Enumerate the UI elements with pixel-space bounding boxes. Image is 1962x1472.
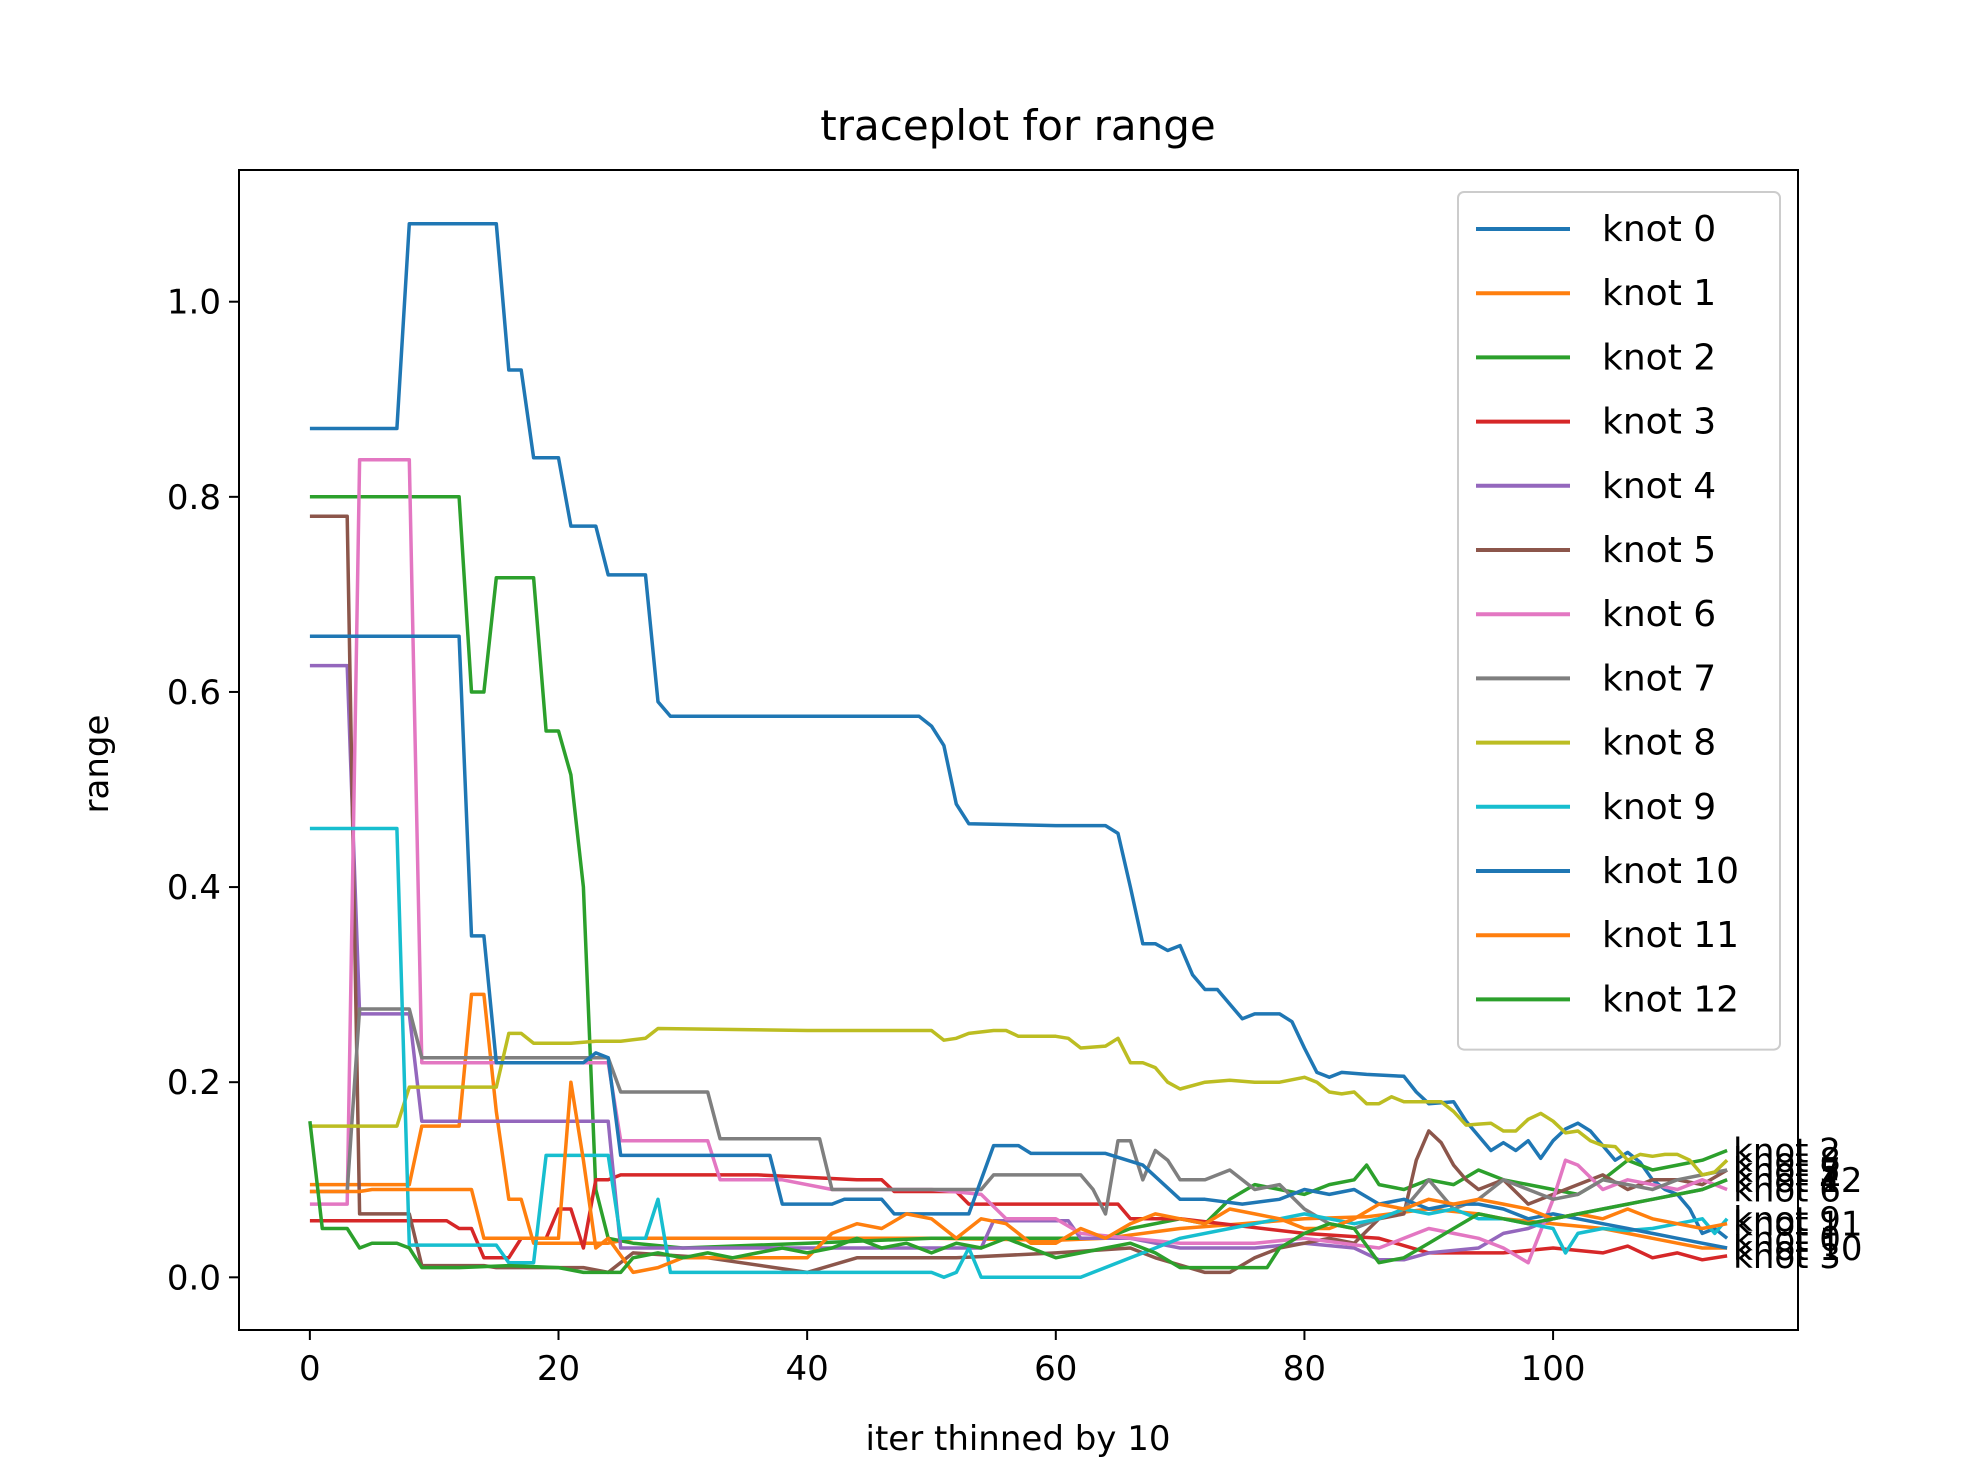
y-tick-label: 0.6 xyxy=(167,673,221,713)
legend-label-knot-2: knot 2 xyxy=(1602,337,1716,378)
legend-label-knot-1: knot 1 xyxy=(1602,273,1716,314)
series-line-knot-11 xyxy=(309,1080,1728,1275)
series-line-knot-10 xyxy=(309,634,1728,1250)
series-end-label-knot-12: knot 12 xyxy=(1733,1161,1862,1201)
series-line-knot-12 xyxy=(308,1120,1728,1275)
y-tick-label: 0.0 xyxy=(167,1258,221,1298)
series-end-label-knot-6: knot 6 xyxy=(1733,1171,1841,1211)
series-end-label-knot-1: knot 1 xyxy=(1733,1229,1841,1269)
series-line-knot-7 xyxy=(309,1007,1728,1231)
legend-label-knot-4: knot 4 xyxy=(1602,466,1716,507)
series-end-label-knot-11: knot 11 xyxy=(1733,1205,1862,1245)
legend-label-knot-5: knot 5 xyxy=(1602,530,1716,571)
series-end-label-knot-3: knot 3 xyxy=(1733,1237,1841,1277)
legend-box xyxy=(1457,191,1781,1051)
series-line-knot-0 xyxy=(309,221,1729,1240)
legend-label-knot-11: knot 11 xyxy=(1602,915,1739,956)
series-end-label-knot-7: knot 7 xyxy=(1733,1151,1841,1191)
chart-title: traceplot for range xyxy=(820,101,1215,150)
y-tick-label: 0.4 xyxy=(167,868,221,908)
x-axis-label: iter thinned by 10 xyxy=(866,1419,1171,1459)
y-tick-label: 0.8 xyxy=(167,478,221,518)
x-tick-label: 40 xyxy=(786,1349,829,1389)
y-tick-label: 0.2 xyxy=(167,1063,221,1103)
series-end-label-knot-5: knot 5 xyxy=(1733,1151,1841,1191)
legend: knot 0 knot 1 knot 2 knot 3 knot 4 knot 5 knot… xyxy=(1457,191,1781,1051)
legend-label-knot-3: knot 3 xyxy=(1602,402,1716,443)
legend-label-knot-6: knot 6 xyxy=(1602,594,1716,635)
plot-frame xyxy=(238,169,1799,1331)
legend-label-knot-0: knot 0 xyxy=(1602,209,1716,250)
series-end-label-knot-4: knot 4 xyxy=(1733,1161,1841,1201)
series-end-label-knot-9: knot 9 xyxy=(1733,1200,1841,1240)
series-end-label-knot-0: knot 0 xyxy=(1733,1219,1841,1259)
series-line-knot-8 xyxy=(309,1026,1729,1177)
legend-label-knot-12: knot 12 xyxy=(1602,979,1739,1020)
x-tick-label: 100 xyxy=(1521,1349,1586,1389)
series-line-knot-2 xyxy=(309,495,1728,1250)
y-tick-label: 1.0 xyxy=(167,283,221,323)
legend-label-knot-7: knot 7 xyxy=(1602,658,1716,699)
series-line-knot-5 xyxy=(309,514,1728,1275)
x-tick-label: 0 xyxy=(299,1349,321,1389)
plot-lines xyxy=(308,221,1729,1280)
x-tick-label: 80 xyxy=(1283,1349,1326,1389)
axis-ticks: 0 20 40 60 80 100 0.0 0.2 0.4 0.6 0.8 1.0 xyxy=(167,283,1586,1389)
x-tick-label: 60 xyxy=(1034,1349,1077,1389)
x-tick-label: 20 xyxy=(537,1349,580,1389)
series-end-label-knot-2: knot 2 xyxy=(1733,1131,1841,1171)
series-line-knot-3 xyxy=(309,1173,1728,1262)
legend-label-knot-8: knot 8 xyxy=(1602,723,1716,764)
legend-label-knot-10: knot 10 xyxy=(1602,851,1739,892)
series-line-knot-9 xyxy=(309,826,1729,1280)
legend-label-knot-9: knot 9 xyxy=(1602,787,1716,828)
y-axis-label: range xyxy=(77,715,117,814)
series-end-label-knot-8: knot 8 xyxy=(1733,1141,1841,1181)
series-end-label-knot-10: knot 10 xyxy=(1733,1229,1862,1269)
